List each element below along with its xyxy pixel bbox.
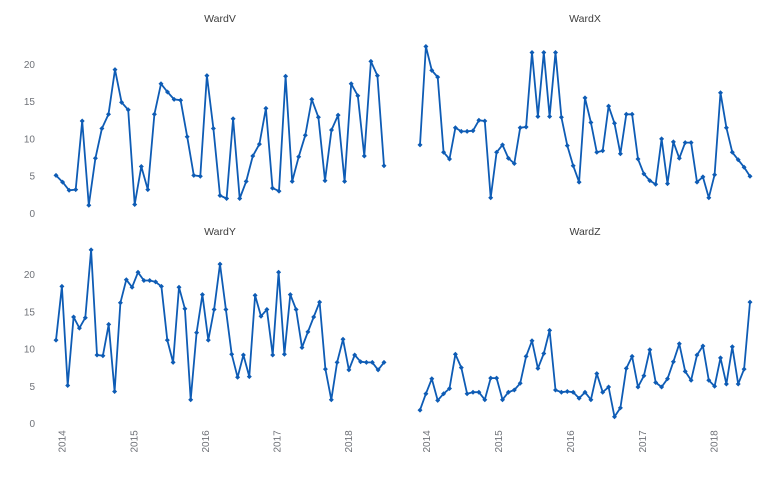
series-markers-wardv [53,58,387,208]
x-tick-label-2014: 2014 [422,430,433,453]
chart-title-wardz: WardZ [569,226,601,238]
series-line-wardx [419,45,751,199]
x-tick-label-2018: 2018 [344,430,355,453]
y-tick-label: 5 [29,382,35,393]
x-tick-label-2015: 2015 [494,430,505,453]
series-markers-wardz [417,299,753,420]
chart-title-wardy: WardY [204,226,236,238]
x-tick-label-2016: 2016 [201,430,212,453]
y-tick-label: 5 [29,172,35,183]
x-tick-label-2017: 2017 [272,430,283,453]
x-tick-label-2017: 2017 [638,430,649,453]
series-line-wardy [55,248,385,401]
y-tick-label: 15 [24,307,36,318]
series-line-wardv [55,60,385,207]
y-tick-label: 20 [24,270,36,281]
y-tick-label: 10 [24,345,36,356]
x-tick-label-2014: 2014 [58,430,69,453]
x-tick-label-2016: 2016 [566,430,577,453]
y-tick-label: 20 [24,60,36,71]
x-tick-label-2015: 2015 [129,430,140,453]
series-markers-wardx [417,44,753,201]
chart-title-wardx: WardX [569,13,601,25]
chart-title-wardv: WardV [204,13,236,25]
series-line-wardz [419,301,751,418]
y-tick-label: 15 [24,97,36,108]
y-tick-label: 0 [29,419,35,430]
y-tick-label: 10 [24,134,36,145]
y-tick-label: 0 [29,209,35,220]
x-tick-label-2018: 2018 [710,430,721,453]
